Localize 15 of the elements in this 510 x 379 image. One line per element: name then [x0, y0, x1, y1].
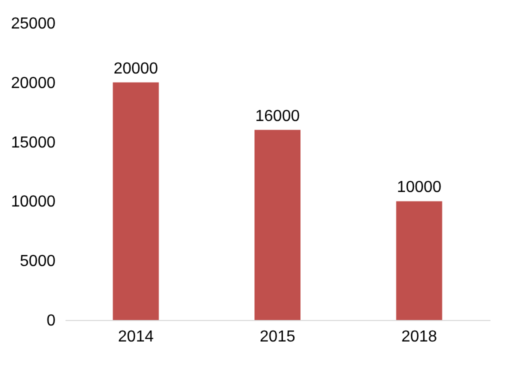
data-label: 10000	[396, 179, 442, 196]
y-tick-label: 20000	[11, 74, 56, 92]
x-tick-label: 2018	[401, 328, 438, 346]
y-tick-label: 10000	[11, 194, 56, 211]
y-tick-label: 5000	[20, 253, 56, 270]
bar	[112, 82, 159, 320]
bar	[254, 130, 300, 320]
bar	[396, 201, 442, 320]
y-tick-label: 0	[46, 312, 56, 330]
x-tick-label: 2015	[260, 328, 296, 346]
data-label: 20000	[114, 60, 158, 78]
x-tick-label: 2014	[118, 328, 154, 346]
y-tick-label: 15000	[11, 134, 56, 152]
data-label: 16000	[255, 108, 300, 125]
y-tick-label: 25000	[11, 16, 56, 32]
